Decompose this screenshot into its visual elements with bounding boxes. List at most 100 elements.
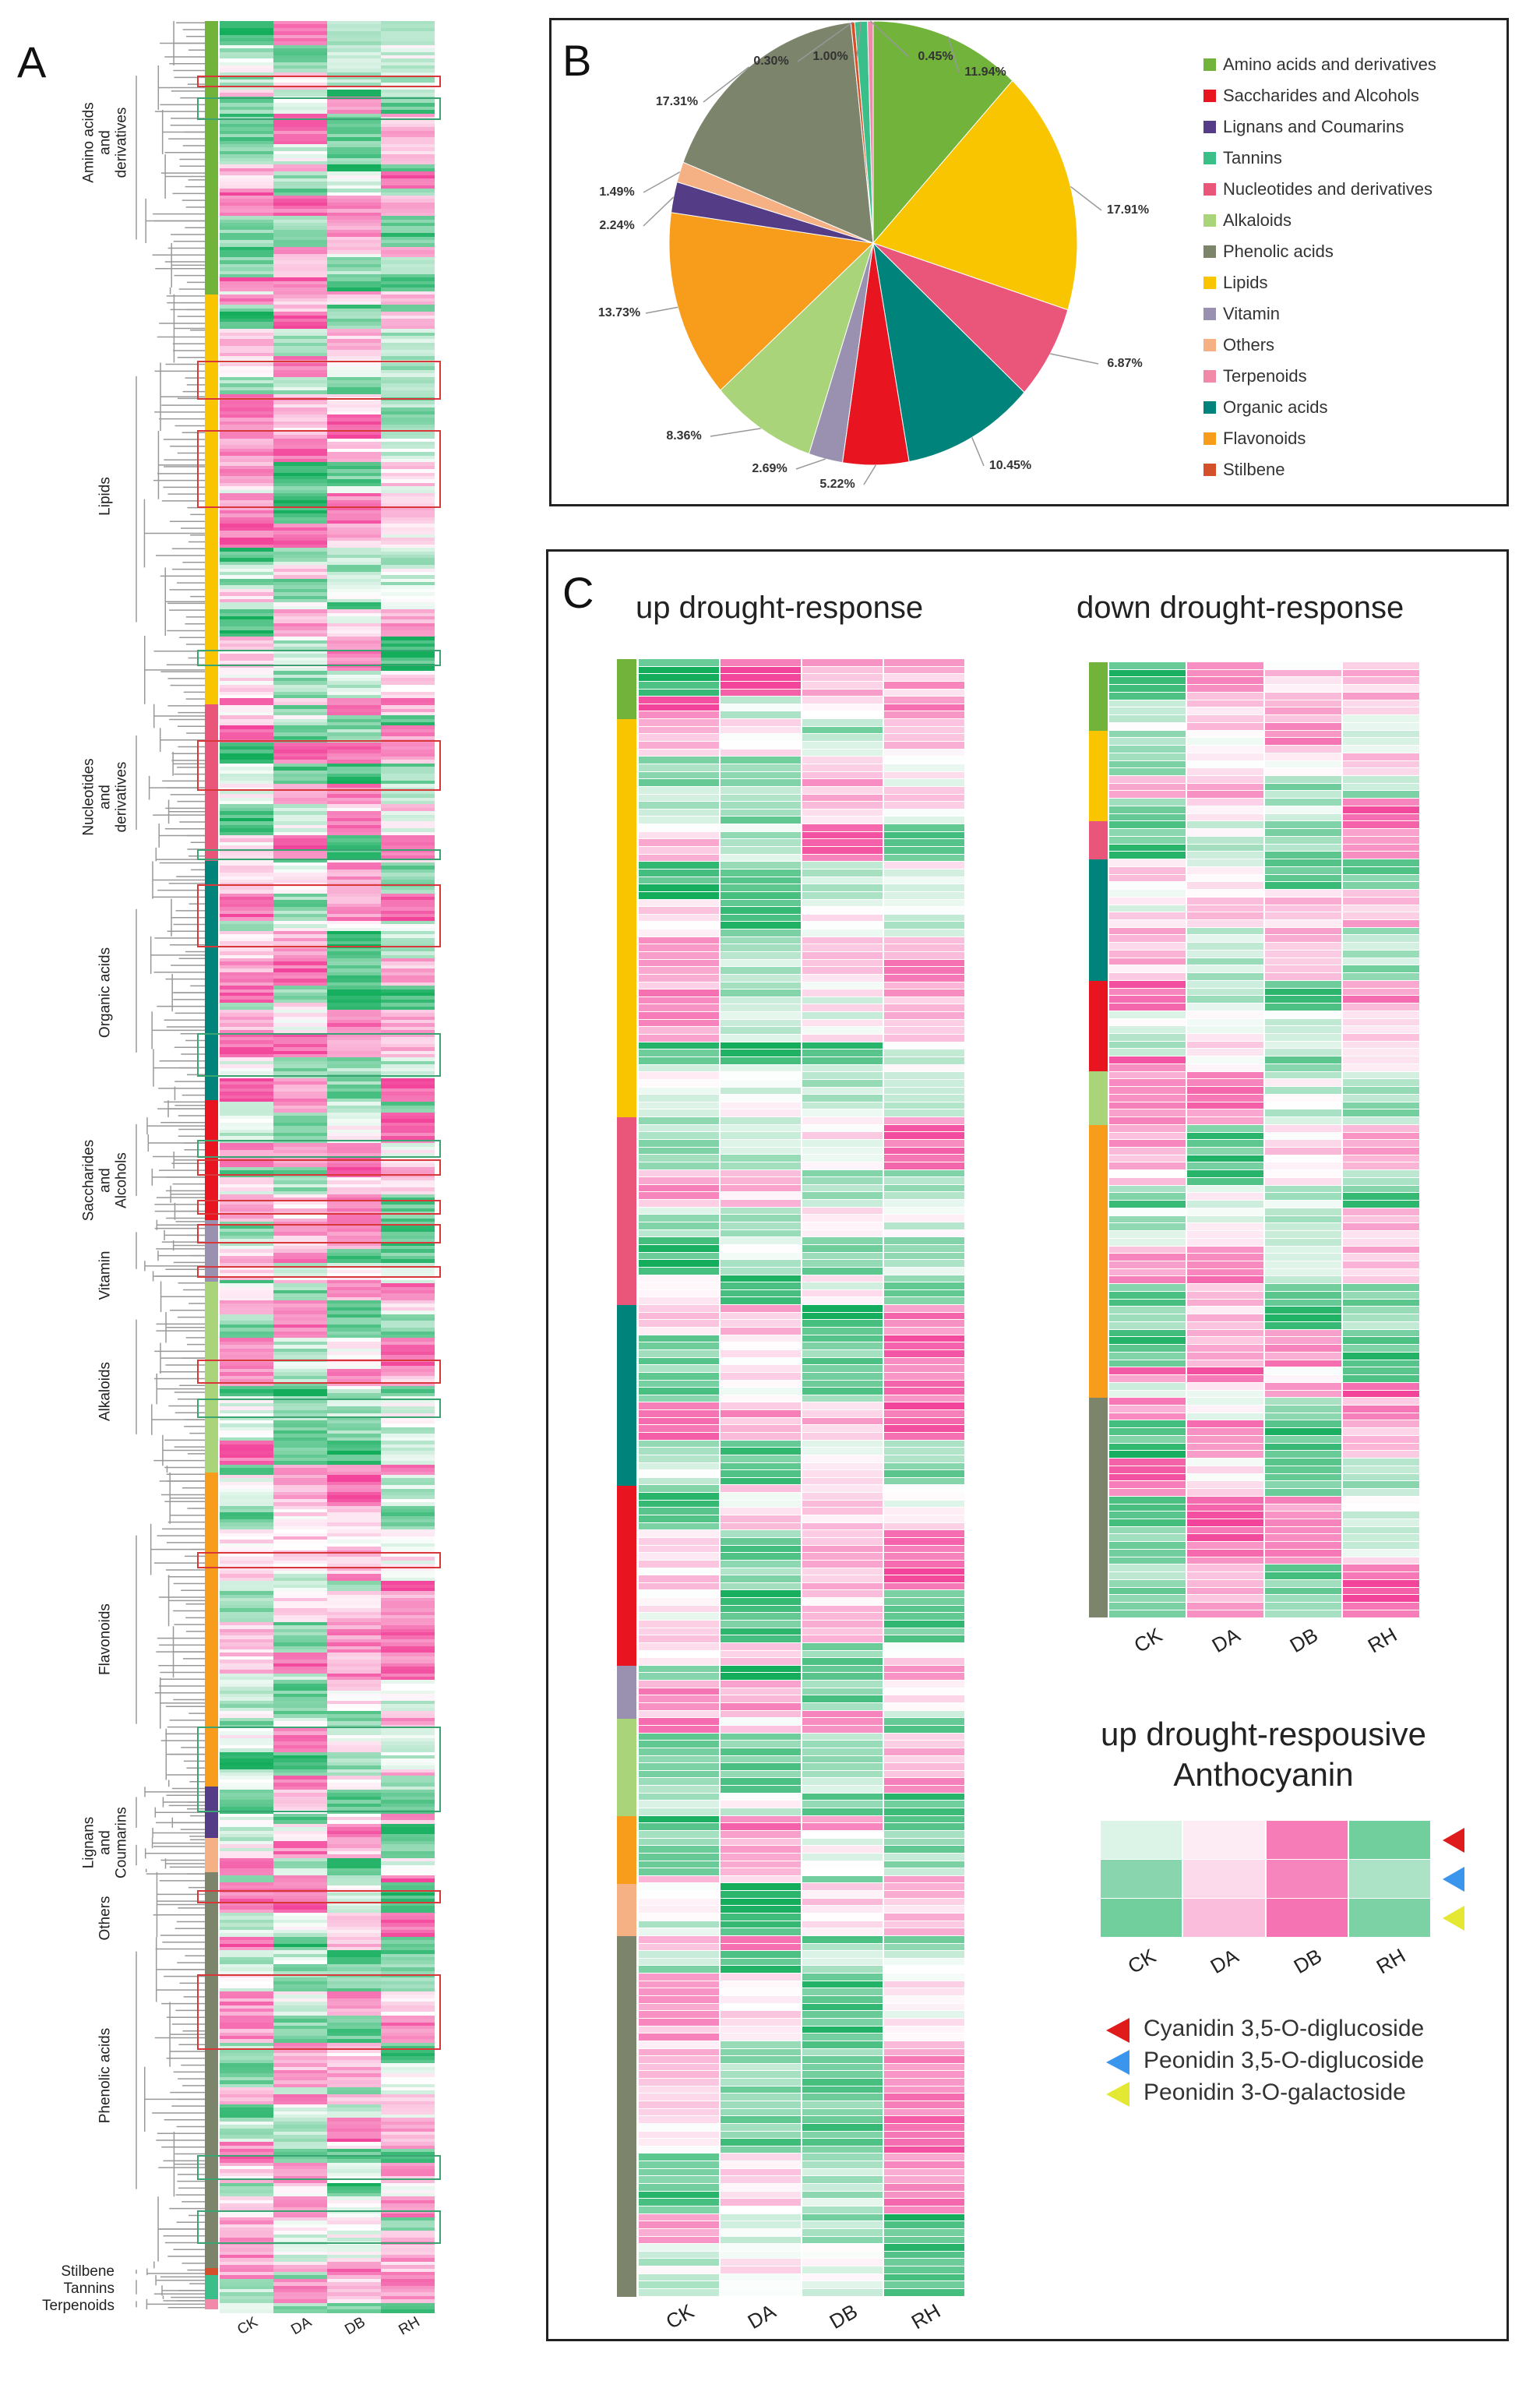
heatmap-cell-ck xyxy=(220,623,273,627)
heatmap-cell-ck xyxy=(1109,912,1187,919)
heatmap-cell-db xyxy=(802,1688,884,1695)
heatmap-cell-rh xyxy=(381,1519,435,1523)
heatmap-cell-da xyxy=(273,1170,327,1174)
heatmap-cell-ck xyxy=(220,2231,273,2235)
heatmap-cell-ck xyxy=(220,472,273,476)
heatmap-cell-rh xyxy=(381,1977,435,1981)
heatmap-row xyxy=(220,380,435,384)
heatmap-cell-rh xyxy=(381,93,435,97)
heatmap-cell-da xyxy=(1187,1071,1265,1079)
heatmap-cell-rh xyxy=(381,1933,435,1937)
heatmap-cell-ck xyxy=(220,1963,273,1968)
heatmap-cell-rh xyxy=(381,339,435,343)
heatmap-cell-da xyxy=(273,2118,327,2122)
heatmap-cell-da xyxy=(273,1690,327,1695)
heatmap-cell-db xyxy=(327,2217,381,2221)
heatmap-cell-ck xyxy=(220,1817,273,1821)
heatmap-cell-db xyxy=(327,1502,381,1506)
heatmap-cell-ck xyxy=(639,1838,721,1846)
heatmap-row xyxy=(220,674,435,678)
heatmap-cell-da xyxy=(273,503,327,507)
heatmap-cell-rh xyxy=(884,1974,966,1981)
heatmap-row xyxy=(220,2224,435,2228)
heatmap-cell-da xyxy=(273,2069,327,2074)
heatmap-cell-db xyxy=(327,1625,381,1629)
heatmap-row xyxy=(639,839,966,848)
heatmap-cell-da xyxy=(721,1921,802,1928)
heatmap-row xyxy=(220,312,435,316)
heatmap-cell-da xyxy=(273,243,327,247)
heatmap-cell-db xyxy=(327,113,381,117)
heatmap-cell-db xyxy=(327,1201,381,1205)
class-segment-phenolic xyxy=(1089,1397,1108,1618)
dendrogram-branch-alkaloids xyxy=(136,1281,205,1482)
heatmap-cell-ck xyxy=(220,1324,273,1328)
heatmap-cell-da xyxy=(273,1471,327,1476)
heatmap-row xyxy=(639,1793,966,1801)
class-segment-saccharides xyxy=(1089,980,1108,1072)
heatmap-row xyxy=(639,1560,966,1568)
heatmap-cell-rh xyxy=(381,831,435,835)
heatmap-cell-da xyxy=(1187,882,1265,890)
heatmap-cell-da xyxy=(273,27,327,32)
heatmap-cell-ck xyxy=(220,256,273,261)
heatmap-row xyxy=(220,1875,435,1879)
heatmap-cell-da xyxy=(1187,1117,1265,1124)
heatmap-cell-rh xyxy=(381,1540,435,1543)
heatmap-row xyxy=(220,499,435,504)
heatmap-cell-db xyxy=(327,1081,381,1085)
heatmap-cell-da xyxy=(273,1003,327,1007)
heatmap-cell-da xyxy=(721,891,802,899)
heatmap-cell-db xyxy=(1265,746,1343,753)
heatmap-cell-db xyxy=(1265,1117,1343,1124)
heatmap-cell-ck xyxy=(639,2289,721,2296)
heatmap-row xyxy=(220,1594,435,1599)
heatmap-cell-rh xyxy=(381,1515,435,1520)
heatmap-cell-rh xyxy=(381,657,435,661)
heatmap-row xyxy=(220,2165,435,2170)
heatmap-cell-db xyxy=(327,76,381,79)
heatmap-cell-ck xyxy=(220,1020,273,1024)
heatmap-cell-db xyxy=(327,2299,381,2303)
heatmap-cell-rh xyxy=(1343,1162,1421,1170)
heatmap-cell-rh xyxy=(381,920,435,925)
heatmap-cell-da xyxy=(721,1365,802,1372)
heatmap-cell-da xyxy=(273,1677,327,1681)
heatmap-cell-ck xyxy=(639,659,721,666)
heatmap-cell-db xyxy=(1265,1170,1343,1177)
pie-data-label-vitamin: 2.69% xyxy=(752,462,788,475)
heatmap-row xyxy=(639,1665,966,1674)
heatmap-cell-da xyxy=(273,1215,327,1219)
heatmap-cell-ck xyxy=(220,1519,273,1523)
heatmap-row xyxy=(220,537,435,541)
heatmap-cell-db xyxy=(327,873,381,877)
heatmap-cell-db xyxy=(1265,829,1343,836)
heatmap-cell-db xyxy=(327,1289,381,1294)
heatmap-row xyxy=(220,1847,435,1851)
heatmap-cell-db xyxy=(327,510,381,514)
heatmap-cell-ck xyxy=(220,1009,273,1014)
heatmap-cell-da xyxy=(273,99,327,104)
class-color-bar xyxy=(205,21,218,2309)
heatmap-row xyxy=(220,2182,435,2187)
heatmap-cell-ck xyxy=(1109,919,1187,927)
heatmap-row xyxy=(220,229,435,234)
heatmap-cell-db xyxy=(327,496,381,500)
heatmap-cell-db xyxy=(327,2025,381,2030)
heatmap-cell-da xyxy=(273,127,327,131)
heatmap-cell-ck xyxy=(220,873,273,877)
heatmap-row xyxy=(639,2153,966,2162)
heatmap-row xyxy=(639,1349,966,1358)
heatmap-row xyxy=(220,1491,435,1496)
heatmap-cell-ck xyxy=(639,1681,721,1688)
heatmap-cell-da xyxy=(273,1909,327,1914)
heatmap-cell-da xyxy=(273,750,327,753)
heatmap-row xyxy=(220,2097,435,2101)
heatmap-cell-ck xyxy=(220,2111,273,2115)
heatmap-row xyxy=(220,1355,435,1359)
heatmap-cell-da xyxy=(273,1933,327,1937)
heatmap-cell-db xyxy=(327,1310,381,1314)
heatmap-cell-db xyxy=(802,854,884,862)
heatmap-cell-db xyxy=(802,1590,884,1598)
heatmap-cell-rh xyxy=(381,1577,435,1582)
